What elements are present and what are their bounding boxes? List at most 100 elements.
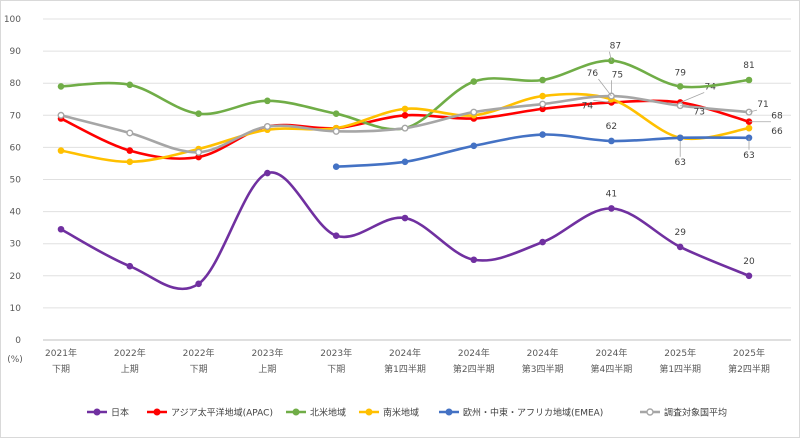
data-point	[470, 108, 478, 116]
data-point	[57, 225, 65, 233]
data-label: 75	[612, 70, 623, 80]
data-point	[470, 78, 478, 85]
data-label: 68	[771, 112, 783, 122]
x-tick-label-period: 第1四半期	[659, 363, 701, 375]
data-point	[401, 112, 409, 119]
data-label-leader	[680, 92, 705, 103]
data-label-leader	[680, 105, 694, 108]
data-point	[676, 134, 684, 142]
data-point	[126, 129, 134, 137]
data-point	[264, 169, 271, 177]
data-point	[401, 158, 409, 166]
series-line	[60, 94, 750, 154]
data-label: 29	[674, 228, 686, 238]
data-point	[195, 148, 203, 156]
x-tick-label-year: 2025年	[733, 347, 765, 359]
data-label-leader	[609, 51, 612, 61]
data-point	[539, 238, 546, 246]
data-point	[470, 256, 478, 264]
data-label: 81	[743, 61, 754, 71]
data-point	[126, 262, 134, 270]
x-tick-label-period: 上期	[121, 364, 139, 375]
data-label: 71	[757, 100, 768, 110]
legend-swatch-marker	[93, 408, 101, 416]
data-label: 74	[582, 101, 594, 111]
x-tick-label-period: 第3四半期	[522, 363, 564, 375]
data-point	[745, 76, 753, 84]
x-tick-label-year: 2022年	[114, 347, 146, 359]
data-point	[126, 81, 134, 89]
data-point	[539, 76, 546, 84]
y-tick-label: 80	[10, 79, 22, 89]
x-tick-label-period: 下期	[52, 364, 70, 375]
x-tick-label-year: 2023年	[251, 347, 283, 359]
data-point	[332, 232, 340, 239]
data-point	[126, 147, 134, 154]
data-label: 74	[704, 82, 716, 92]
data-label-leader	[748, 109, 758, 113]
y-tick-label: 70	[10, 111, 22, 121]
data-label: 41	[606, 189, 617, 199]
x-tick-label-period: 第1四半期	[384, 363, 426, 375]
data-point	[126, 158, 134, 166]
data-point	[57, 147, 65, 154]
data-label: 62	[606, 122, 617, 132]
x-tick-label-period: 第2四半期	[453, 363, 495, 375]
x-tick-label-period: 上期	[258, 364, 276, 375]
legend-swatch-marker	[153, 408, 161, 416]
y-tick-label: 100	[4, 15, 21, 25]
x-tick-label-period: 第4四半期	[591, 363, 633, 375]
data-point	[745, 124, 753, 132]
y-tick-label: 90	[10, 47, 22, 57]
data-label-leader	[598, 78, 612, 97]
data-point	[264, 97, 271, 105]
data-point	[401, 124, 409, 132]
data-point	[57, 83, 65, 90]
data-label: 79	[674, 68, 686, 78]
data-point	[57, 111, 65, 119]
legend-label: 欧州・中東・アフリカ地域(EMEA)	[463, 407, 603, 419]
data-label: 20	[743, 257, 755, 267]
x-tick-label-period: 下期	[327, 364, 345, 375]
data-point	[263, 123, 271, 131]
legend-swatch-marker	[445, 408, 453, 416]
data-point	[539, 92, 546, 100]
x-tick-label-year: 2024年	[595, 347, 627, 359]
series-line	[60, 171, 750, 291]
x-tick-label-period: 下期	[190, 364, 208, 375]
data-point	[539, 100, 547, 108]
x-tick-label-year: 2024年	[527, 347, 559, 359]
legend-label: 北米地域	[310, 407, 346, 419]
data-point	[332, 127, 340, 135]
legend-swatch-marker	[365, 408, 373, 416]
data-point	[332, 163, 340, 170]
data-point	[401, 214, 409, 222]
legend-label: 南米地域	[383, 407, 419, 419]
y-tick-label: 30	[10, 240, 22, 250]
data-label-leader	[593, 100, 612, 103]
x-tick-label-year: 2024年	[389, 347, 421, 359]
x-tick-label-year: 2021年	[45, 347, 77, 359]
y-tick-label: 20	[10, 272, 22, 282]
x-tick-label-year: 2023年	[320, 347, 352, 359]
y-tick-label: 50	[10, 176, 22, 186]
y-tick-label: 60	[10, 143, 22, 153]
data-label: 63	[743, 151, 754, 161]
data-label: 87	[610, 42, 621, 52]
legend-swatch-marker	[292, 408, 300, 416]
x-tick-label-period: 第2四半期	[728, 363, 770, 375]
data-label: 76	[587, 69, 599, 79]
legend-label: 日本	[111, 407, 129, 419]
data-point	[470, 142, 478, 150]
data-label: 66	[771, 127, 783, 137]
data-label: 73	[693, 108, 704, 118]
y-tick-label: 0	[15, 336, 21, 346]
x-tick-label-year: 2024年	[458, 347, 490, 359]
legend-label: 調査対象国平均	[664, 407, 727, 419]
data-point	[676, 83, 684, 90]
unit-label: (%)	[7, 355, 23, 365]
y-tick-label: 40	[10, 208, 22, 218]
legend-label: アジア太平洋地域(APAC)	[171, 407, 273, 419]
